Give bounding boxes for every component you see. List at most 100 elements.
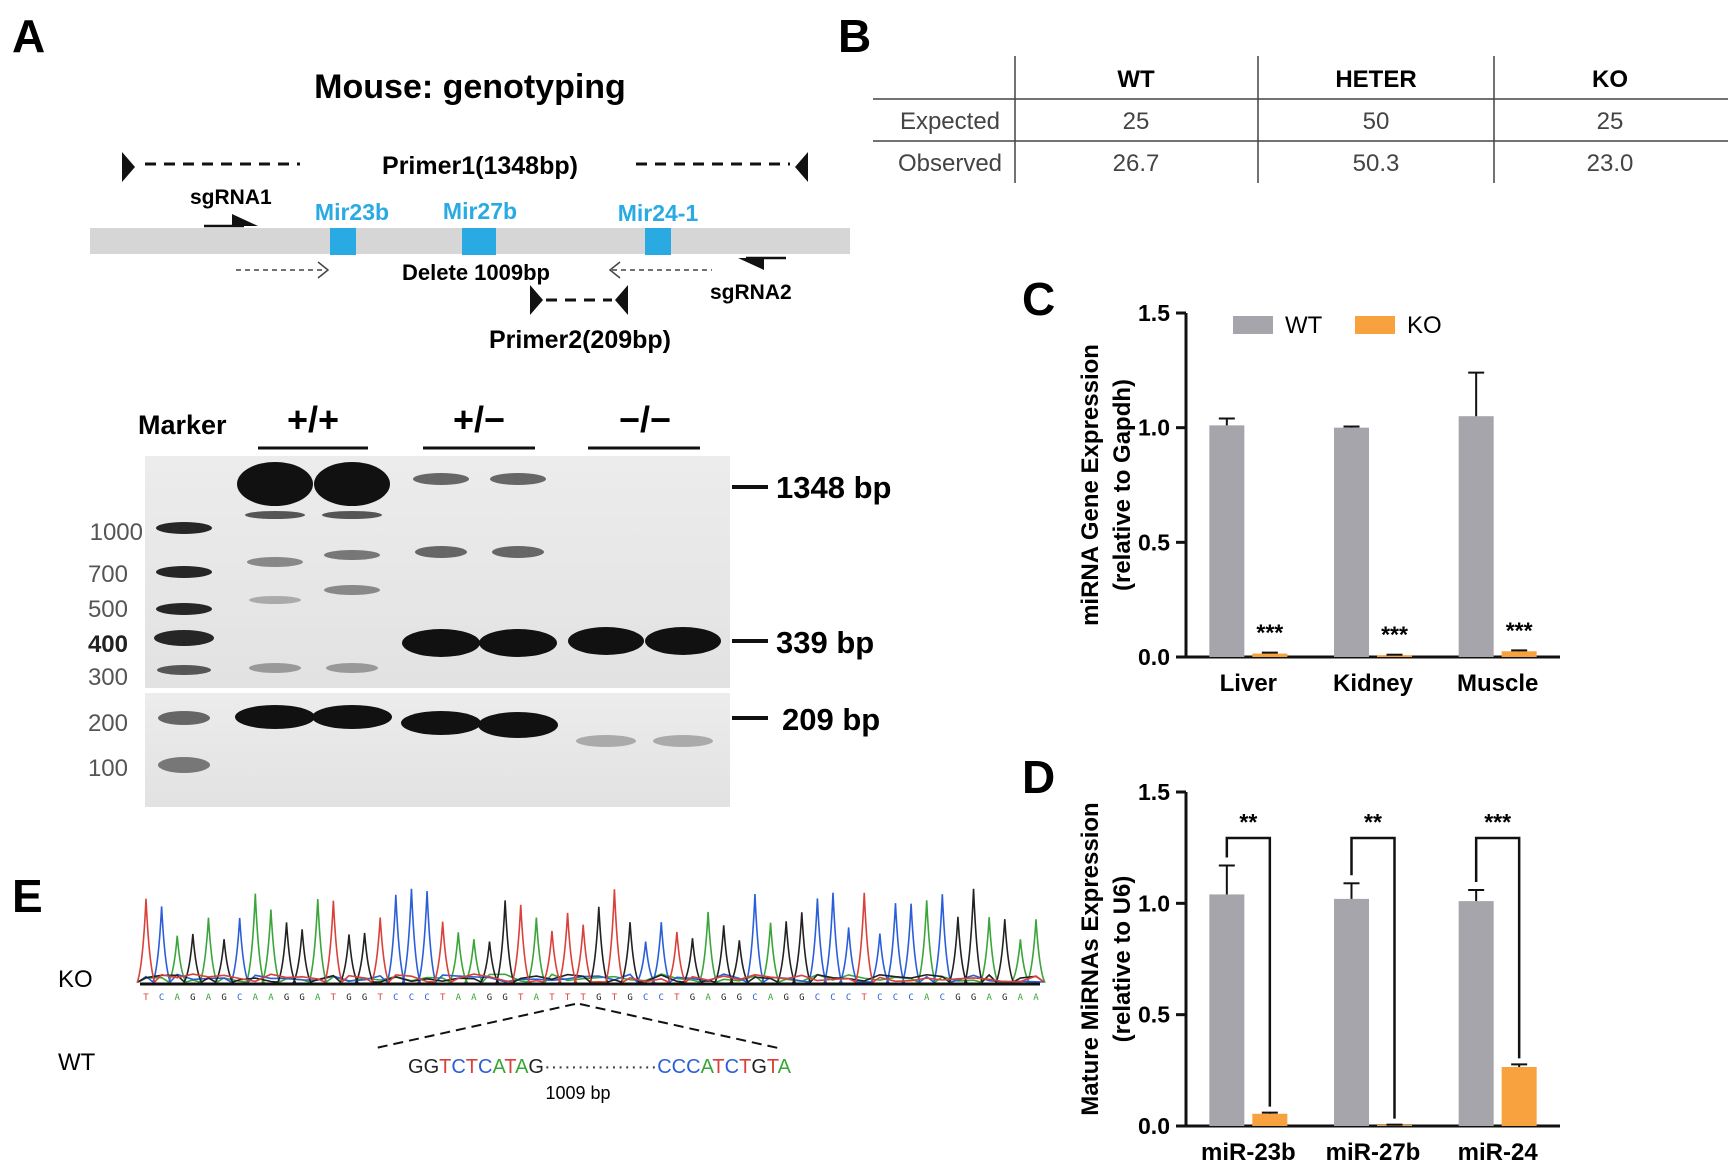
- ko-base: C: [877, 993, 882, 1003]
- wt-base: T: [767, 1056, 779, 1078]
- ko-base: T: [143, 993, 149, 1003]
- ko-base: C: [815, 993, 820, 1003]
- ko-base: A: [253, 993, 259, 1003]
- gene-box-mir24-1: [645, 228, 671, 255]
- ko-base: G: [690, 993, 695, 1003]
- ladder-label: 300: [88, 664, 128, 691]
- ko-base: C: [659, 993, 664, 1003]
- deletion-size-label: 1009 bp: [545, 1083, 610, 1103]
- y-axis-label: Mature MiRNAs Expression (relative to U6): [1077, 802, 1136, 1115]
- gel-band-339bp: [479, 629, 557, 657]
- bar: [1209, 425, 1245, 657]
- ko-base: A: [315, 993, 321, 1003]
- wt-base: G: [424, 1056, 440, 1078]
- chromatogram-trace-T: [136, 889, 1045, 984]
- y-tick-label: 1.0: [1138, 890, 1170, 916]
- ko-base: G: [783, 993, 788, 1003]
- gel-group-label-ko: −/−: [619, 399, 671, 440]
- ko-base: G: [346, 993, 351, 1003]
- ladder-label: 100: [88, 755, 128, 782]
- wt-base: T: [739, 1056, 751, 1078]
- ko-base: A: [175, 993, 181, 1003]
- sgrna2-arrowhead: [738, 258, 764, 270]
- wt-base: G: [408, 1056, 424, 1078]
- ko-base: T: [377, 993, 383, 1003]
- ko-base: C: [908, 993, 913, 1003]
- x-tick-label: miR-23b: [1201, 1139, 1296, 1166]
- wt-base: G: [751, 1056, 767, 1078]
- chromatogram-trace-C: [137, 888, 1045, 984]
- ko-base: A: [268, 993, 274, 1003]
- ko-base: C: [846, 993, 851, 1003]
- ko-base: A: [924, 993, 930, 1003]
- construct-schematic: Mouse: genotyping Primer1(1348bp) sgRNA1…: [90, 68, 850, 354]
- band-label-339: 339 bp: [776, 625, 874, 660]
- ko-base: A: [1033, 993, 1039, 1003]
- deletion-zoom-right: [579, 1003, 779, 1049]
- gel-band-faint: [653, 735, 713, 747]
- deletion-zoom-left: [375, 1003, 576, 1049]
- significance-label: ***: [1506, 617, 1533, 643]
- y-tick-label: 0.5: [1138, 529, 1170, 555]
- gel-ladder-labels: 1000 700 500 400 300 200 100: [88, 519, 143, 782]
- ko-base: G: [221, 993, 226, 1003]
- table-cell: 50.3: [1353, 150, 1400, 177]
- wt-base: C: [725, 1056, 739, 1078]
- y-tick-label: 0.0: [1138, 644, 1170, 670]
- gel-band-faint: [324, 585, 380, 595]
- significance-label: ***: [1381, 622, 1408, 648]
- gel-sample-bands: [235, 462, 721, 747]
- significance-bracket: [1225, 836, 1272, 1107]
- gene-box-mir27b: [462, 228, 496, 255]
- sgrna1-arrowhead: [232, 214, 258, 226]
- gel-figure: Marker +/+ +/− −/− 1000 700 500 400 300 …: [88, 399, 891, 807]
- gel-band-1348bp: [237, 462, 313, 506]
- ko-base: C: [643, 993, 648, 1003]
- table-cell: 25: [1597, 108, 1624, 135]
- primer1-forward-arrowhead: [122, 152, 135, 182]
- ko-base: T: [331, 993, 337, 1003]
- ladder-band: [154, 630, 214, 646]
- ko-label: KO: [58, 966, 93, 993]
- ko-base: G: [299, 993, 304, 1003]
- table-cell: 50: [1363, 108, 1390, 135]
- gel-band-faint: [415, 546, 467, 558]
- ladder-band: [156, 522, 212, 534]
- ko-base: T: [580, 993, 586, 1003]
- gel-band-faint: [247, 557, 303, 567]
- ladder-band: [156, 566, 212, 578]
- band-label-1348: 1348 bp: [776, 470, 891, 505]
- wt-base: G: [528, 1056, 544, 1078]
- ladder-band: [158, 711, 210, 725]
- gene-label-mir27b: Mir27b: [443, 198, 517, 224]
- band-label-209: 209 bp: [782, 702, 880, 737]
- gel-band-faint: [245, 511, 305, 519]
- significance-label: ***: [1256, 620, 1283, 646]
- gel-band-markers: 1348 bp 339 bp 209 bp: [732, 470, 891, 737]
- table-cell: 25: [1123, 108, 1150, 135]
- primer1-label: Primer1(1348bp): [382, 152, 578, 180]
- ladder-label: 700: [88, 561, 128, 588]
- wt-deletion-dots: ·················: [544, 1056, 657, 1078]
- x-tick-label: Kidney: [1333, 670, 1414, 697]
- ladder-band: [157, 665, 211, 675]
- ko-base: G: [362, 993, 367, 1003]
- delete-arrowhead-right: [608, 261, 621, 279]
- ko-base: G: [487, 993, 492, 1003]
- gene-label-mir24-1: Mir24-1: [618, 200, 699, 226]
- bar: [1458, 901, 1494, 1126]
- ko-base: T: [612, 993, 618, 1003]
- legend-label: KO: [1407, 312, 1442, 339]
- wt-label: WT: [58, 1049, 96, 1076]
- gel-band-339bp: [568, 627, 644, 655]
- gel-band-faint: [490, 473, 546, 485]
- chromatogram-trace-G: [137, 888, 1045, 984]
- y-axis-label-line: miRNA Gene Expression: [1077, 344, 1104, 626]
- ko-base: G: [1002, 993, 1007, 1003]
- ko-base: G: [284, 993, 289, 1003]
